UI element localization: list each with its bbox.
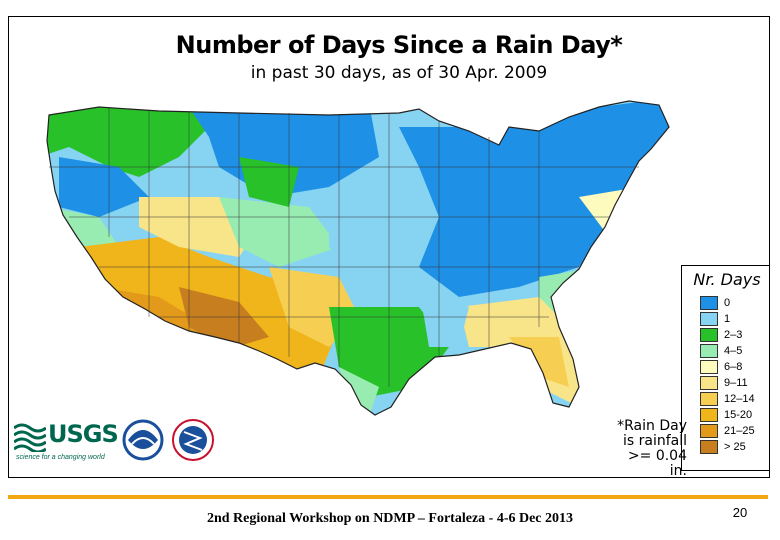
legend-item: 4–5 xyxy=(700,344,769,358)
legend-item: 1 xyxy=(700,312,769,326)
usgs-wordmark: USGS xyxy=(48,420,119,448)
legend-title: Nr. Days xyxy=(693,270,761,289)
state-borders xyxy=(49,107,639,387)
legend-label: > 25 xyxy=(724,441,746,453)
legend-item: 9–11 xyxy=(700,376,769,390)
legend-label: 9–11 xyxy=(724,377,748,389)
legend-label: 2–3 xyxy=(724,329,743,341)
legend-item: 15-20 xyxy=(700,408,769,422)
usgs-tagline: science for a changing world xyxy=(16,454,105,461)
legend-swatch xyxy=(700,344,718,358)
legend-label: 21–25 xyxy=(724,425,755,437)
legend-label: 15-20 xyxy=(724,409,753,421)
legend-label: 12–14 xyxy=(724,393,755,405)
note-line: *Rain Day xyxy=(617,418,687,434)
usgs-logo: USGS science for a changing world xyxy=(14,420,122,468)
legend-item: 0 xyxy=(700,296,769,310)
legend-label: 6–8 xyxy=(724,361,743,373)
usgs-waves-icon xyxy=(14,423,46,452)
map-frame: Number of Days Since a Rain Day* in past… xyxy=(8,16,770,478)
noaa-logo-icon xyxy=(122,419,164,461)
us-outline xyxy=(46,100,670,416)
legend-label: 4–5 xyxy=(724,345,743,357)
footer-rule xyxy=(8,495,768,499)
footer-text: 2nd Regional Workshop on NDMP – Fortalez… xyxy=(206,511,574,526)
legend-item: 6–8 xyxy=(700,360,769,374)
legend-item: 21–25 xyxy=(700,424,769,438)
rain-day-note: *Rain Day is rainfall >= 0.04 in. xyxy=(607,419,687,478)
note-line: >= 0.04 in. xyxy=(627,448,687,478)
legend-swatch xyxy=(700,328,718,342)
legend-label: 0 xyxy=(724,297,731,309)
legend-swatch xyxy=(700,392,718,406)
legend-item: 2–3 xyxy=(700,328,769,342)
legend-swatch xyxy=(700,440,718,454)
legend-label: 1 xyxy=(724,313,731,325)
legend-swatch xyxy=(700,408,718,422)
nws-logo-icon xyxy=(172,419,214,461)
legend-item: 12–14 xyxy=(700,392,769,406)
legend-swatch xyxy=(700,424,718,438)
legend-swatch xyxy=(700,360,718,374)
legend: Nr. Days 0 1 2–3 4–5 6–8 9–11 12–14 xyxy=(681,265,769,471)
page-number: 20 xyxy=(732,505,748,520)
us-rain-days-map xyxy=(46,100,670,416)
legend-item: > 25 xyxy=(700,440,769,454)
legend-swatch xyxy=(700,312,718,326)
note-line: is rainfall xyxy=(622,433,687,449)
map-subtitle: in past 30 days, as of 30 Apr. 2009 xyxy=(250,63,548,83)
map-title: Number of Days Since a Rain Day* xyxy=(175,31,623,59)
legend-swatch xyxy=(700,376,718,390)
legend-swatch xyxy=(700,296,718,310)
